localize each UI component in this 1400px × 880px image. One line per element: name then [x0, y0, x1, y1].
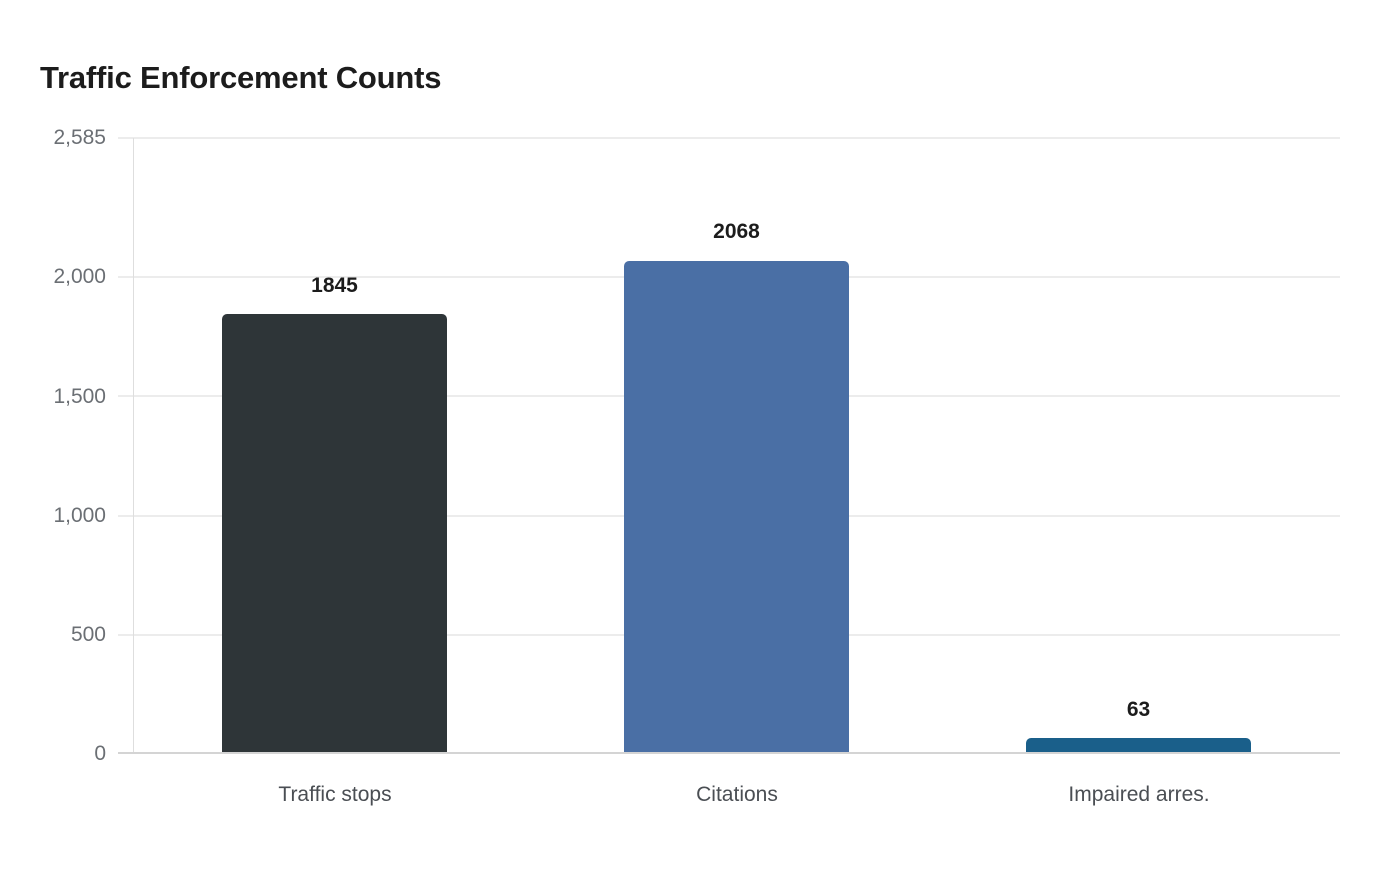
y-tick-label: 1,500	[53, 385, 106, 408]
x-tick-label: Citations	[696, 783, 778, 806]
chart-title: Traffic Enforcement Counts	[40, 60, 442, 95]
y-tick-label: 1,000	[53, 504, 106, 527]
bar-value-label: 63	[1126, 698, 1151, 721]
bar-citations	[624, 261, 849, 753]
bar-impaired-arrests	[1026, 738, 1251, 753]
y-axis-line	[133, 138, 134, 754]
x-axis-baseline	[118, 752, 1340, 754]
bar-value-label: 1845	[311, 274, 358, 297]
y-tick-label: 0	[94, 742, 106, 765]
y-tick-label: 2,585	[53, 126, 106, 149]
bar-value-label: 2068	[713, 220, 760, 243]
y-tick-label: 500	[70, 623, 106, 646]
x-tick-label: Traffic stops	[278, 783, 392, 806]
gridline-2585	[118, 137, 1340, 139]
y-tick-label: 2,000	[53, 265, 106, 288]
x-tick-label: Impaired arres.	[1068, 783, 1210, 806]
bar-traffic-stops	[222, 314, 447, 753]
